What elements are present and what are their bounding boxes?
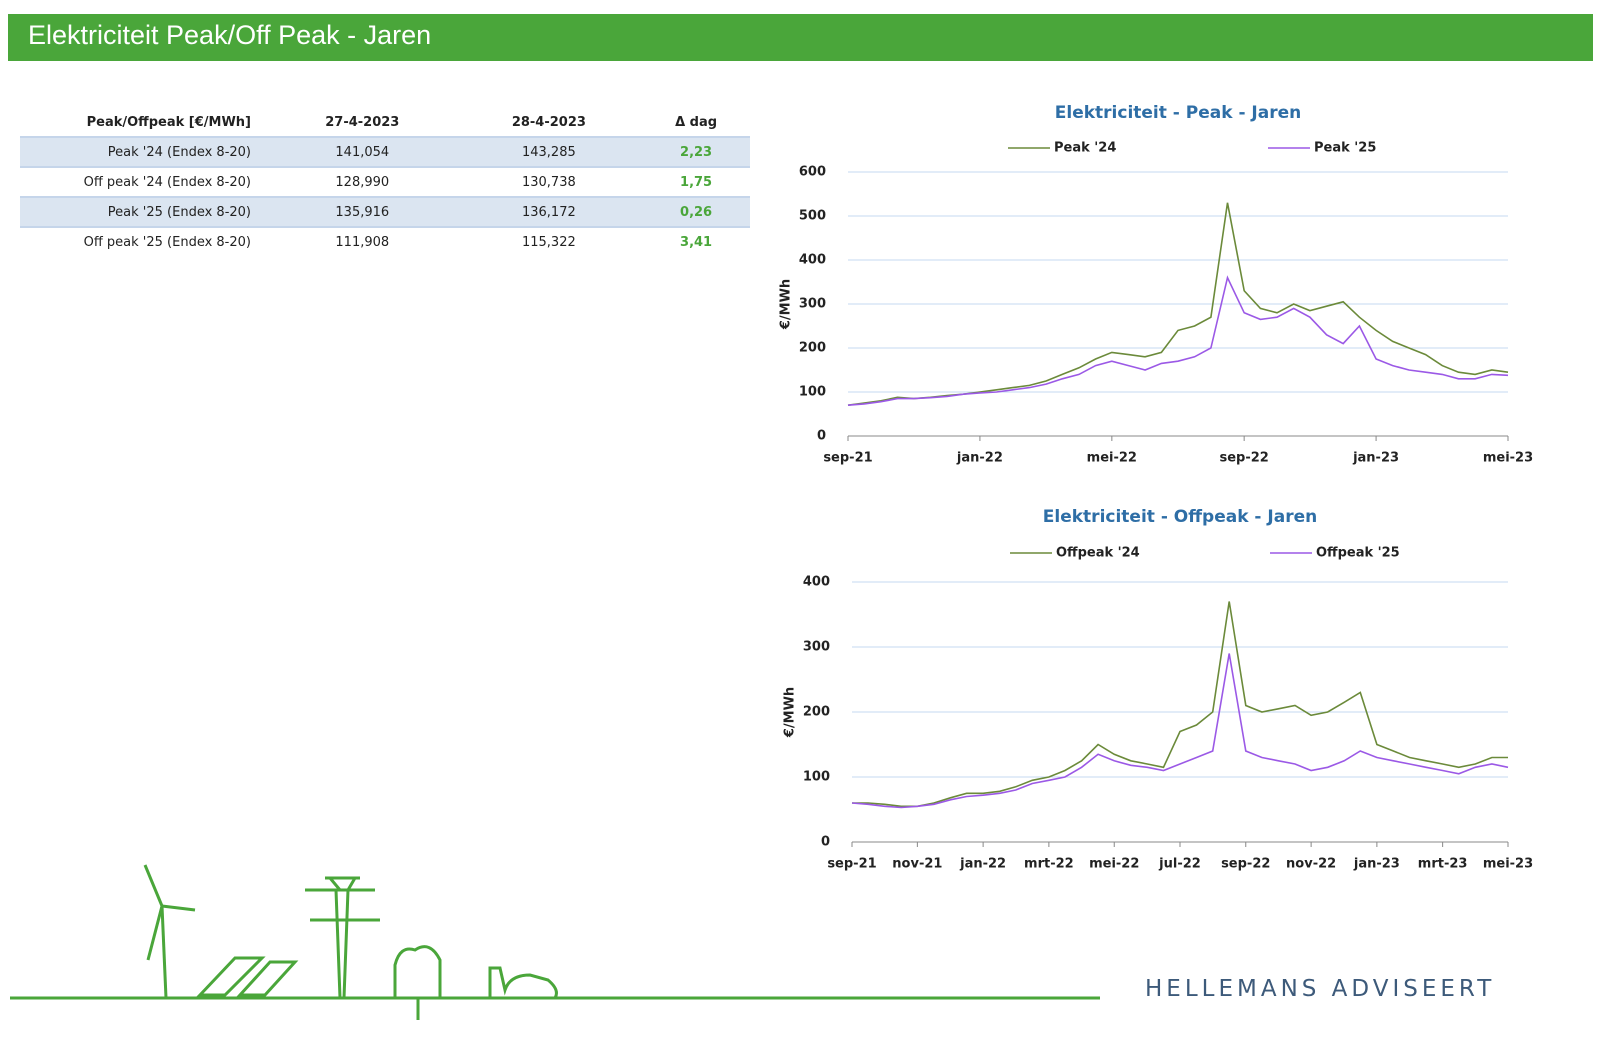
x-tick-label: jan-23: [1353, 857, 1400, 872]
x-tick-label: mei-23: [1483, 857, 1533, 872]
y-tick-label: 100: [803, 770, 830, 785]
x-tick-label: mrt-23: [1418, 857, 1468, 872]
y-tick-label: 400: [803, 575, 830, 590]
x-tick-label: nov-22: [1286, 857, 1336, 872]
x-tick-label: jul-22: [1158, 857, 1201, 872]
x-tick-label: sep-22: [1221, 857, 1270, 872]
series-line: [848, 278, 1508, 406]
legend-label: Peak '24: [1054, 141, 1116, 156]
series-line: [852, 654, 1508, 808]
y-tick-label: 300: [803, 640, 830, 655]
legend-label: Offpeak '25: [1316, 546, 1400, 561]
brand-name: HELLEMANS ADVISEERT: [1145, 976, 1495, 1002]
y-tick-label: 300: [799, 297, 826, 312]
x-tick-label: jan-22: [956, 451, 1003, 466]
y-axis-label: €/MWh: [779, 279, 794, 330]
series-line: [852, 602, 1508, 807]
x-tick-label: mei-23: [1483, 451, 1533, 466]
y-tick-label: 500: [799, 209, 826, 224]
x-tick-label: jan-23: [1352, 451, 1399, 466]
x-tick-label: sep-22: [1219, 451, 1268, 466]
legend-label: Peak '25: [1314, 141, 1376, 156]
legend-label: Offpeak '24: [1056, 546, 1140, 561]
y-tick-label: 600: [799, 165, 826, 180]
footer-illustration: [0, 850, 1120, 1035]
y-axis-label: €/MWh: [783, 687, 798, 738]
y-tick-label: 0: [817, 429, 826, 444]
chart-title: Elektriciteit - Offpeak - Jaren: [1043, 507, 1317, 527]
y-tick-label: 400: [799, 253, 826, 268]
page: Elektriciteit Peak/Off Peak - Jaren Peak…: [0, 0, 1601, 1038]
x-tick-label: sep-21: [823, 451, 872, 466]
y-tick-label: 200: [799, 341, 826, 356]
y-tick-label: 100: [799, 385, 826, 400]
x-tick-label: mei-22: [1087, 451, 1137, 466]
y-tick-label: 200: [803, 705, 830, 720]
y-tick-label: 0: [821, 835, 830, 850]
chart-title: Elektriciteit - Peak - Jaren: [1055, 103, 1302, 123]
